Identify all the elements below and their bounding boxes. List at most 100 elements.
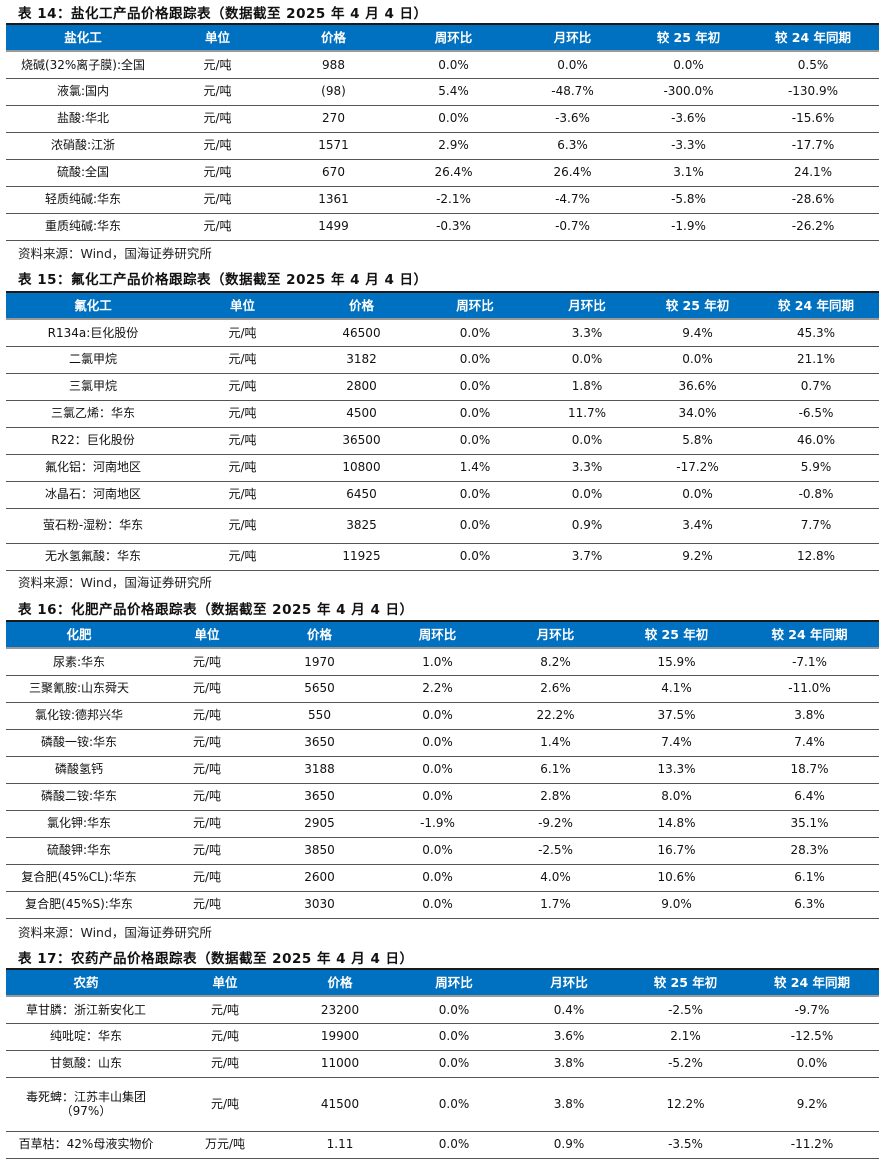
table-cell: 9.2% <box>796 1096 828 1111</box>
table-cell: 0.0% <box>422 735 453 750</box>
table-cell: -11.2% <box>790 1137 834 1152</box>
table-cell: 0.0% <box>422 762 453 777</box>
product-name-cell: 三聚氰胺:山东舜天 <box>28 681 130 696</box>
product-name-cell: 磷酸一铵:华东 <box>40 735 118 750</box>
table-cell: 0.0% <box>459 325 491 340</box>
table-row: 硫酸钾:华东 元/吨 3850 0.0% -2.5% 16.7% 28.3% <box>6 837 879 864</box>
price-table: 农药 单位 价格 周环比 月环比较 25 年初较 24 年同期 草甘膦：浙江新安化工 元/吨… <box>6 968 879 1159</box>
column-header: 较 24 年同期 <box>777 298 855 313</box>
table-cell: -2.5% <box>538 843 573 858</box>
table-cell: 3.8% <box>553 1056 585 1071</box>
table-cell: 34.0% <box>678 406 717 421</box>
table-cell: 1.8% <box>571 379 603 394</box>
table-cell: 元/吨 <box>203 165 232 180</box>
table-cell: 550 <box>308 708 331 723</box>
table-row: 百草枯：42%母液实物价 万元/吨 1.11 0.0% 0.9% -3.5% -11.2% <box>6 1131 879 1158</box>
table-cell: 0.0% <box>571 433 603 448</box>
column-header: 较 25 年初 <box>665 298 730 313</box>
table-cell: 元/吨 <box>192 897 222 912</box>
table-cell: 元/吨 <box>228 325 257 340</box>
table-cell: 元/吨 <box>192 762 222 777</box>
table-cell: 元/吨 <box>203 138 232 153</box>
table-cell: 0.0% <box>459 406 491 421</box>
column-header: 月环比 <box>550 975 588 990</box>
product-name-cell: 磷酸氢钙 <box>54 762 103 777</box>
table-cell: 4500 <box>346 406 377 421</box>
table-cell: -3.6% <box>555 111 590 126</box>
table-cell: -11.0% <box>788 681 831 696</box>
table-cell: 36.6% <box>678 379 717 394</box>
table-cell: 1361 <box>318 192 349 207</box>
table-cell: 5.4% <box>438 84 469 99</box>
table-cell: 0.0% <box>422 708 453 723</box>
table-cell: -6.5% <box>798 406 834 421</box>
column-header: 氟化工 <box>74 298 112 313</box>
table-cell: 1970 <box>304 654 335 669</box>
table-cell: 16.7% <box>657 843 696 858</box>
table-cell: 元/吨 <box>228 352 257 367</box>
table-cell: 270 <box>322 111 345 126</box>
product-name-cell: 轻质纯碱:华东 <box>44 192 122 207</box>
table-cell: 元/吨 <box>210 1096 240 1111</box>
table-cell: 41500 <box>320 1096 360 1111</box>
table-cell: -17.2% <box>676 460 719 475</box>
column-header: 价格 <box>348 298 374 313</box>
table-cell: 元/吨 <box>192 843 222 858</box>
table-cell: 0.0% <box>459 379 491 394</box>
column-header: 较 25 年初 <box>653 975 718 990</box>
product-name-cell: 硫酸钾:华东 <box>46 843 112 858</box>
table-cell: 6450 <box>346 487 377 502</box>
table-row: 尿素:华东 元/吨 1970 1.0% 8.2% 15.9% -7.1% <box>6 648 879 675</box>
column-header: 化肥 <box>66 627 92 642</box>
table-cell: 12.8% <box>796 549 836 564</box>
table-row: 盐酸:华北 元/吨 270 0.0% -3.6% -3.6% -15.6% <box>6 105 879 132</box>
table-cell: 9.4% <box>682 325 713 340</box>
column-header: 周环比 <box>435 975 473 990</box>
product-name-cell: 氟化铝：河南地区 <box>44 460 141 475</box>
table-cell: 2.8% <box>540 789 571 804</box>
table-cell: 23200 <box>320 1002 360 1017</box>
table-row: 硫酸:全国 元/吨 670 26.4% 26.4% 3.1% 24.1% <box>6 159 879 186</box>
table-cell: 元/吨 <box>210 1056 240 1071</box>
table-cell: 5.8% <box>682 433 713 448</box>
column-header: 盐化工 <box>64 30 102 45</box>
table-cell: 3650 <box>304 735 335 750</box>
table-cell: 元/吨 <box>210 1029 240 1044</box>
table-cell: 2800 <box>346 379 377 394</box>
table-row: 复合肥(45%S):华东 元/吨 3030 0.0% 1.7% 9.0% 6.3% <box>6 891 879 918</box>
table-cell: 2.6% <box>540 681 571 696</box>
table-cell: 0.0% <box>438 1002 470 1017</box>
product-name-cell: 复合肥(45%S):华东 <box>25 897 133 912</box>
table-cell: 0.0% <box>557 57 588 72</box>
table-cell: 1.4% <box>540 735 571 750</box>
table-cell: -12.5% <box>790 1029 834 1044</box>
table-cell: 万元/吨 <box>204 1137 246 1152</box>
table-cell: 3188 <box>304 762 335 777</box>
price-table: 盐化工 单位 价格 周环比 月环比 较 25 年初 较 24 年同期 烧碱(32%离子膜):全… <box>6 23 879 241</box>
table-cell: -3.5% <box>668 1137 703 1152</box>
table-cell: 26.4% <box>434 165 473 180</box>
table-cell: -3.6% <box>671 111 706 126</box>
table-title: 表 14：盐化工产品价格跟踪表（数据截至 2025 年 4 月 4 日） <box>18 6 428 22</box>
table-cell: 6.4% <box>794 789 825 804</box>
column-header: 周环比 <box>434 30 473 45</box>
table-cell: 13.3% <box>657 762 696 777</box>
product-name-cell: 氯化钾:华东 <box>46 816 112 831</box>
table-row: 无水氢氟酸：华东 元/吨 11925 0.0% 3.7% 9.2% 12.8% <box>6 543 879 570</box>
table-row: 浓硝酸:江浙 元/吨 1571 2.9% 6.3% -3.3% -17.7% <box>6 132 879 159</box>
column-header: 月环比 <box>568 298 606 313</box>
table-cell: 1.4% <box>459 460 491 475</box>
table-row: 三氯乙烯：华东 元/吨 4500 0.0% 11.7% 34.0% -6.5% <box>6 400 879 427</box>
table-row: 轻质纯碱:华东 元/吨 1361 -2.1% -4.7% -5.8% -28.6% <box>6 186 879 213</box>
table-cell: 3.7% <box>571 549 603 564</box>
source-note: 资料来源：Wind，国海证券研究所 <box>18 575 212 590</box>
table-cell: 4.0% <box>540 870 571 885</box>
product-name-cell: 盐酸:华北 <box>56 111 110 126</box>
table-row: R134a:巨化股份 元/吨 46500 0.0% 3.3% 9.4% 45.3% <box>6 319 879 346</box>
table-cell: 0.0% <box>438 57 469 72</box>
column-header: 单位 <box>212 975 238 990</box>
table-cell: 9.2% <box>682 549 713 564</box>
column-header: 周环比 <box>456 298 494 313</box>
table-cell: 0.0% <box>682 352 713 367</box>
product-name-cell: R134a:巨化股份 <box>47 325 139 340</box>
